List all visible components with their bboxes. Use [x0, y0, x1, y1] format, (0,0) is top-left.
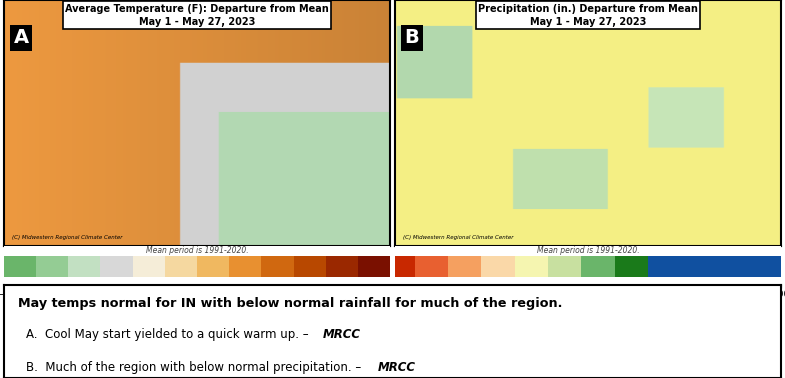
Text: MRCC: MRCC — [323, 328, 361, 341]
Text: A: A — [13, 28, 29, 47]
Bar — [548, 256, 582, 277]
Bar — [68, 256, 100, 277]
Bar — [358, 256, 390, 277]
Text: Mean period is 1991-2020.: Mean period is 1991-2020. — [146, 246, 248, 256]
Bar — [648, 256, 781, 277]
Bar — [36, 256, 68, 277]
Bar — [165, 256, 197, 277]
Bar — [197, 256, 229, 277]
Text: (C) Midwestern Regional Climate Center: (C) Midwestern Regional Climate Center — [12, 235, 122, 240]
Text: B: B — [404, 28, 419, 47]
Bar — [4, 256, 36, 277]
Bar — [481, 256, 515, 277]
Text: B.  Much of the region with below normal precipitation. –: B. Much of the region with below normal … — [26, 361, 365, 374]
Bar — [515, 256, 548, 277]
Text: Average Temperature (F): Departure from Mean
May 1 - May 27, 2023: Average Temperature (F): Departure from … — [65, 4, 329, 27]
Text: May temps normal for IN with below normal rainfall for much of the region.: May temps normal for IN with below norma… — [18, 297, 562, 310]
Text: Mean period is 1991-2020.: Mean period is 1991-2020. — [537, 246, 639, 256]
Text: Precipitation (in.) Departure from Mean
May 1 - May 27, 2023: Precipitation (in.) Departure from Mean … — [478, 4, 698, 27]
Bar — [294, 256, 326, 277]
Bar — [100, 256, 133, 277]
Bar — [229, 256, 261, 277]
Text: MRCC: MRCC — [378, 361, 415, 374]
Bar — [582, 256, 615, 277]
Bar — [615, 256, 648, 277]
Bar — [133, 256, 165, 277]
Text: A.  Cool May start yielded to a quick warm up. –: A. Cool May start yielded to a quick war… — [26, 328, 312, 341]
Text: (C) Midwestern Regional Climate Center: (C) Midwestern Regional Climate Center — [403, 235, 513, 240]
Bar — [261, 256, 294, 277]
Bar — [414, 256, 448, 277]
Bar — [395, 256, 414, 277]
Bar — [326, 256, 358, 277]
Bar — [448, 256, 481, 277]
